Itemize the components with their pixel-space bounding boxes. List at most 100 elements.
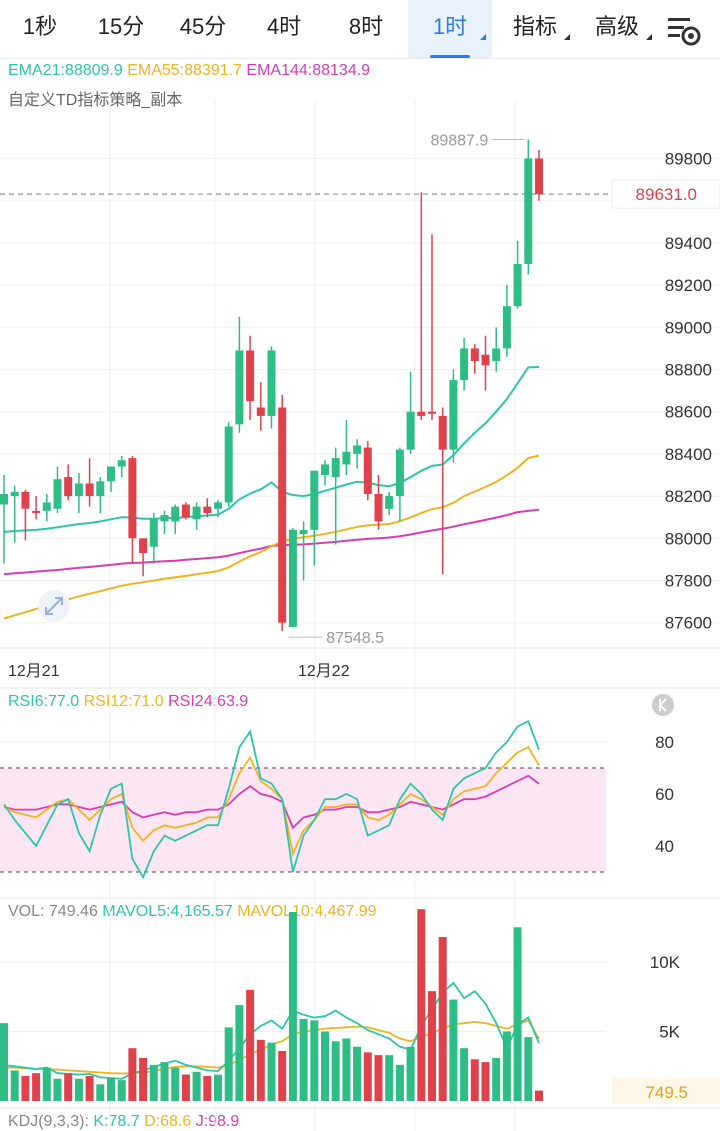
price-tick-label: 89400	[665, 234, 712, 253]
volume-bar	[21, 1075, 30, 1101]
volume-bar	[353, 1046, 362, 1101]
ema21-label: EMA21:88809.9	[8, 62, 123, 79]
vol-label: VOL: 749.46	[8, 903, 98, 920]
zoom-icon-arrows	[45, 597, 63, 615]
tab-advanced[interactable]: 高级	[576, 0, 658, 58]
volume-bar	[363, 1052, 372, 1101]
volume-bar	[417, 909, 426, 1101]
candle-up	[10, 491, 19, 497]
rsi24-label: RSI24:63.9	[168, 693, 249, 710]
rsi12-line	[3, 746, 540, 857]
expand-arrows-icon	[38, 590, 70, 622]
volume-bar	[524, 1037, 533, 1101]
candle-down	[256, 407, 265, 416]
date-label: 12月22	[298, 663, 350, 680]
volume-bar	[288, 911, 297, 1101]
tab-label: 8时	[348, 14, 384, 39]
candle-down	[417, 411, 426, 416]
volume-bar	[299, 1018, 308, 1101]
vol-legend: VOL: 749.46 MAVOL5:4,165.57 MAVOL10:4,46…	[8, 903, 377, 921]
price-tick-label: 88800	[665, 361, 712, 380]
kdj-j: J:98.9	[195, 1113, 240, 1130]
collapse-icon-bg	[652, 694, 674, 716]
tab-label: 1秒	[22, 14, 58, 39]
volume-bar	[481, 1062, 490, 1101]
volume-bar	[214, 1074, 222, 1101]
rsi6-label: RSI6:77.0	[8, 693, 80, 710]
volume-bar	[470, 1059, 479, 1101]
tab-label: 4时	[266, 14, 302, 39]
volume-bar	[256, 1039, 265, 1101]
volume-bar	[117, 1080, 126, 1101]
price-tick-label: 88400	[665, 445, 712, 464]
tab-1s[interactable]: 1秒	[0, 0, 80, 58]
volume-bar	[181, 1074, 190, 1101]
candle-down	[470, 348, 479, 362]
candle-up	[353, 445, 362, 454]
date-label: 12月21	[8, 663, 60, 680]
volume-layer	[0, 909, 543, 1101]
candle-up	[267, 350, 276, 416]
candle-up	[107, 466, 115, 482]
volume-bar	[74, 1078, 83, 1101]
candle-up	[42, 502, 51, 511]
tab-4h[interactable]: 4时	[244, 0, 324, 58]
volume-bar	[267, 1042, 276, 1101]
volume-bar	[321, 1031, 329, 1101]
kdj-legend: KDJ(9,3,3): K:78.7 D:68.6 J:98.9	[8, 1113, 239, 1131]
volume-bar	[246, 989, 255, 1101]
volume-bar	[342, 1038, 351, 1101]
rsi12-label: RSI12:71.0	[83, 693, 164, 710]
candle-down	[438, 415, 447, 450]
price-tick-label: 88600	[665, 403, 712, 422]
candle-down	[278, 407, 287, 623]
candle-up	[310, 470, 319, 530]
volume-bar	[171, 1067, 180, 1101]
candle-down	[535, 158, 543, 195]
volume-bar	[224, 1027, 233, 1101]
rsi-tick-label: 80	[655, 733, 674, 752]
ema144-line	[3, 508, 540, 576]
tab-8h[interactable]: 8时	[324, 0, 408, 58]
rsi-tick-label: 40	[655, 837, 674, 856]
vol-tick-label: 10K	[650, 953, 681, 972]
volume-bar	[406, 1046, 415, 1101]
candle-up	[502, 306, 511, 349]
price-tick-label: 89800	[665, 150, 712, 169]
ema55-line	[3, 454, 540, 620]
volume-bar	[0, 1023, 8, 1101]
volume-bar	[149, 1064, 158, 1101]
candle-down	[21, 491, 30, 509]
volume-bar	[10, 1070, 19, 1101]
rsi24-line	[3, 774, 540, 830]
collapse-icon-glyph	[658, 698, 667, 712]
tab-45m[interactable]: 45分	[162, 0, 244, 58]
candle-up	[513, 264, 522, 307]
mavol10-label: MAVOL10:4,467.99	[237, 903, 377, 920]
candle-down	[139, 538, 148, 554]
kline-chart[interactable]: 8980089600894008920089000888008860088400…	[0, 58, 720, 1131]
tab-1h[interactable]: 1时	[408, 0, 492, 58]
candle-up	[117, 460, 126, 467]
strategy-label: 自定义TD指标策略_副本	[8, 92, 183, 109]
tab-15m[interactable]: 15分	[80, 0, 162, 58]
settings-sliders-icon[interactable]	[662, 10, 706, 50]
candle-down	[85, 483, 94, 497]
price-tick-label: 87800	[665, 572, 712, 591]
vol-tick-label: 5K	[659, 1023, 680, 1042]
tab-indicators[interactable]: 指标	[494, 0, 576, 58]
candle-up	[171, 506, 180, 522]
current-price-badge	[611, 179, 720, 209]
candles-layer	[0, 139, 543, 632]
volume-bar	[535, 1090, 543, 1101]
volume-bar	[331, 1041, 340, 1101]
candle-up	[224, 426, 233, 503]
candle-up	[460, 348, 469, 381]
volume-bar	[428, 991, 436, 1101]
volume-bar	[385, 1055, 394, 1101]
candle-down	[32, 510, 41, 513]
volume-bar	[107, 1077, 115, 1101]
mavol5-line	[3, 981, 540, 1080]
dropdown-triangle-icon	[646, 34, 652, 40]
tab-label: 指标	[512, 14, 557, 39]
